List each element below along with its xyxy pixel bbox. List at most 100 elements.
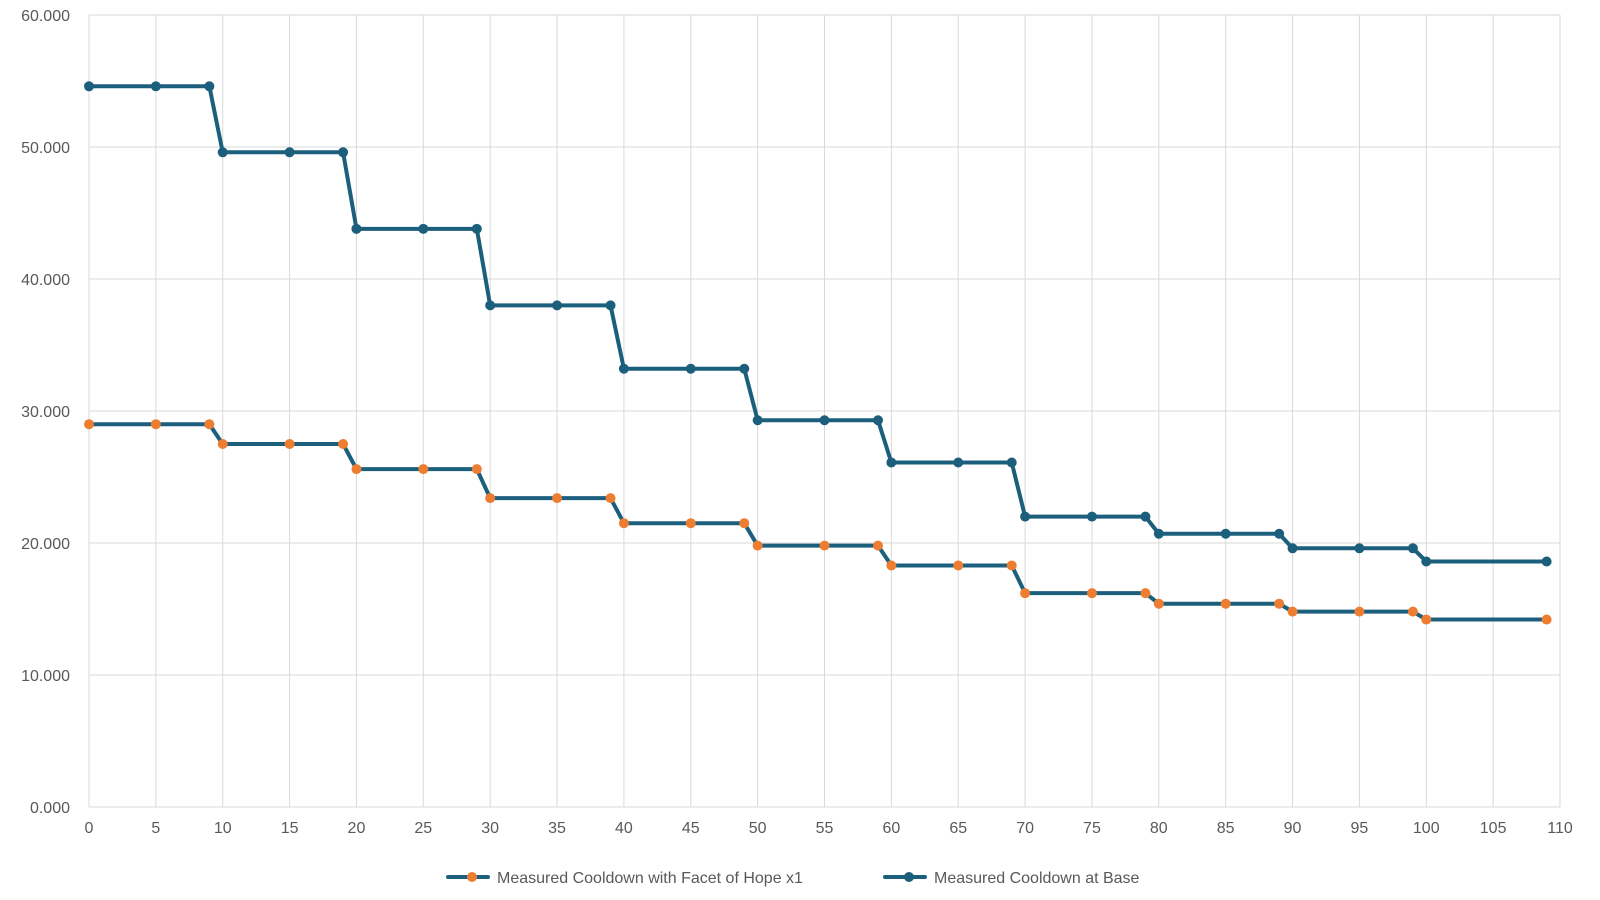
data-point <box>1006 457 1017 468</box>
x-tick-label: 85 <box>1217 820 1235 837</box>
data-point <box>1541 614 1552 625</box>
x-tick-label: 50 <box>749 820 767 837</box>
x-tick-label: 40 <box>615 820 633 837</box>
data-point <box>1354 606 1365 617</box>
x-tick-label: 15 <box>281 820 299 837</box>
legend: Measured Cooldown with Facet of Hope x1 M… <box>446 870 1140 887</box>
data-point <box>84 81 94 92</box>
data-point <box>485 493 496 504</box>
x-tick-label: 60 <box>882 820 900 837</box>
series-facet-of-hope <box>84 419 1552 625</box>
data-point <box>819 540 830 551</box>
data-point <box>872 540 883 551</box>
legend-item: Measured Cooldown with Facet of Hope x1 <box>446 870 803 887</box>
data-point <box>886 560 897 571</box>
legend-label: Measured Cooldown with Facet of Hope x1 <box>497 870 803 887</box>
x-tick-label: 35 <box>548 820 566 837</box>
x-tick-label: 70 <box>1016 820 1034 837</box>
x-tick-label: 10 <box>214 820 232 837</box>
data-point <box>1220 598 1231 609</box>
y-tick-label: 30.000 <box>21 404 70 421</box>
data-point <box>886 457 897 468</box>
y-axis-ticks: 0.000 10.000 20.000 30.000 40.000 50.000 60.00… <box>21 8 70 817</box>
data-point <box>1220 528 1231 539</box>
x-tick-label: 5 <box>151 820 160 837</box>
grid <box>88 14 1561 808</box>
data-point <box>953 457 964 468</box>
data-point <box>351 223 362 234</box>
x-tick-label: 45 <box>682 820 700 837</box>
data-point <box>1006 560 1017 571</box>
data-point <box>284 147 295 158</box>
y-tick-label: 60.000 <box>21 8 70 25</box>
x-tick-label: 105 <box>1480 820 1507 837</box>
data-point <box>485 300 496 311</box>
data-point <box>150 419 161 430</box>
data-point <box>1407 606 1418 617</box>
data-point <box>217 439 228 449</box>
x-tick-label: 55 <box>816 820 834 837</box>
legend-label: Measured Cooldown at Base <box>934 870 1140 887</box>
y-tick-label: 0.000 <box>30 800 70 817</box>
data-point <box>1354 543 1365 554</box>
data-point <box>685 363 696 374</box>
data-point <box>618 363 629 374</box>
data-point <box>1086 511 1097 522</box>
data-point <box>1421 614 1432 625</box>
x-tick-label: 110 <box>1547 820 1573 837</box>
data-point <box>605 493 616 504</box>
data-point <box>1140 511 1151 522</box>
data-point <box>217 147 228 158</box>
data-point <box>739 518 750 529</box>
data-point <box>953 560 964 571</box>
data-point <box>1287 543 1298 554</box>
series-group <box>84 81 1552 625</box>
data-point <box>1140 588 1151 599</box>
data-point <box>1274 598 1285 609</box>
data-point <box>1153 598 1164 609</box>
data-point <box>84 419 94 430</box>
data-point <box>552 300 563 311</box>
data-point <box>618 518 629 529</box>
y-tick-label: 50.000 <box>21 140 70 157</box>
series-line <box>87 84 1549 564</box>
x-tick-label: 65 <box>949 820 967 837</box>
data-point <box>471 464 482 475</box>
data-point <box>284 439 295 449</box>
data-point <box>204 81 215 92</box>
x-axis-ticks: 0 5 10 15 20 25 30 35 40 45 50 55 60 65 70 75 80 85 90 95 10… <box>85 820 1573 837</box>
data-point <box>351 464 362 475</box>
y-tick-label: 40.000 <box>21 272 70 289</box>
data-point <box>685 518 696 529</box>
data-point <box>471 223 482 234</box>
data-point <box>150 81 161 92</box>
data-point <box>1421 556 1432 567</box>
data-point <box>418 464 429 475</box>
x-tick-label: 20 <box>348 820 366 837</box>
data-point <box>1541 556 1552 567</box>
data-point <box>752 540 763 551</box>
x-tick-label: 95 <box>1351 820 1369 837</box>
data-point <box>1086 588 1097 599</box>
legend-item: Measured Cooldown at Base <box>883 870 1140 887</box>
data-point <box>1020 588 1031 599</box>
x-tick-label: 100 <box>1413 820 1440 837</box>
data-point <box>1287 606 1298 617</box>
data-point <box>1274 528 1285 539</box>
x-tick-label: 0 <box>85 820 94 837</box>
x-tick-label: 75 <box>1083 820 1101 837</box>
data-point <box>1020 511 1031 522</box>
data-point <box>752 415 763 426</box>
x-tick-label: 25 <box>414 820 432 837</box>
y-tick-label: 10.000 <box>21 668 70 685</box>
series-base <box>84 81 1552 567</box>
data-point <box>819 415 830 426</box>
x-tick-label: 80 <box>1150 820 1168 837</box>
data-point <box>872 415 883 426</box>
data-point <box>338 147 349 158</box>
data-point <box>338 439 349 449</box>
data-point <box>1153 528 1164 539</box>
data-point <box>204 419 215 430</box>
